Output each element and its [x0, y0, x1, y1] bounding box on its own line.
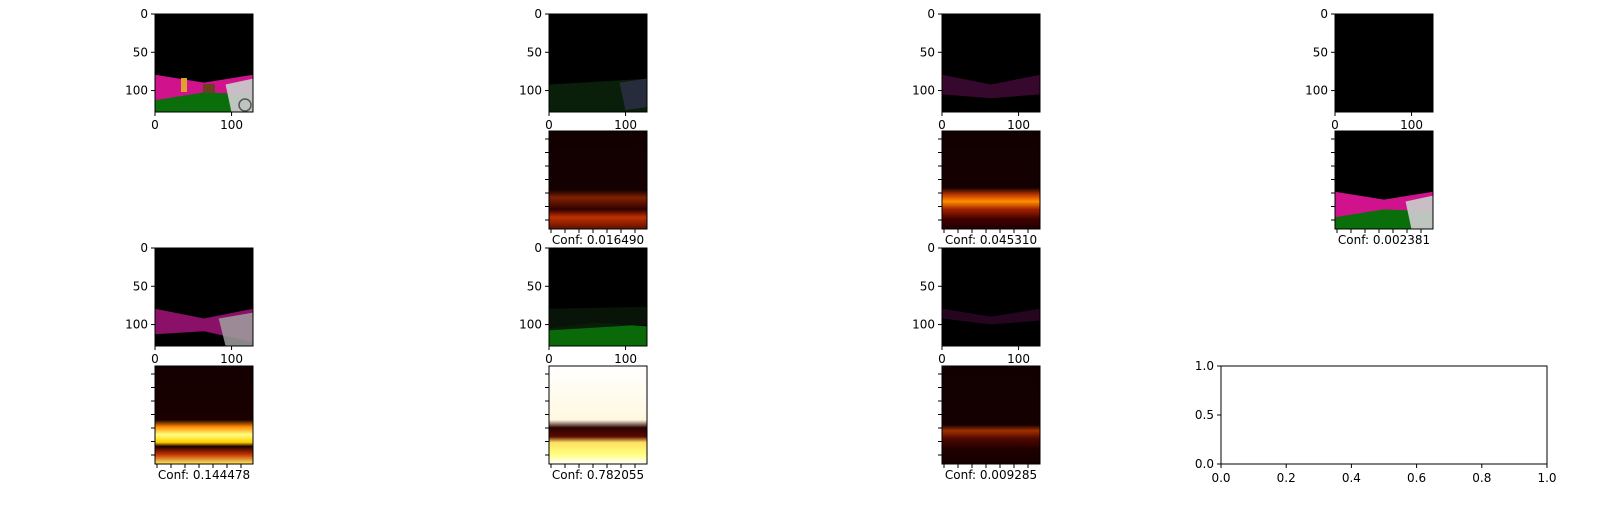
y-tick-label: 100 [125, 318, 148, 332]
empty-axes: 0.0 0.2 0.4 0.6 0.8 1.0 0.0 0.5 1.0 [1195, 359, 1557, 485]
y-tick-label: 50 [527, 45, 542, 59]
panel-r2c2: 0 50 100 0 100 [912, 241, 1040, 366]
confidence-label: Conf: 0.144478 [158, 468, 250, 482]
panel-r0c0: 0 50 100 0 100 [125, 7, 253, 132]
image-background [1335, 14, 1433, 112]
y-tick-label: 0.0 [1195, 457, 1214, 471]
heatmap-image [155, 366, 253, 464]
door-sprite [203, 84, 215, 93]
panel-r3c1: Conf: 0.782055 [545, 366, 647, 482]
x-tick-label: 0.0 [1211, 471, 1230, 485]
y-tick-label: 50 [133, 45, 148, 59]
x-tick-label: 0 [545, 352, 553, 366]
panel-r2c1: 0 50 100 0 100 [519, 241, 647, 366]
axes-frame [1221, 366, 1547, 464]
confidence-label: Conf: 0.016490 [552, 233, 644, 247]
y-tick-label: 50 [1313, 45, 1328, 59]
panel-r3c2: Conf: 0.009285 [938, 366, 1040, 482]
key-sprite [181, 78, 187, 92]
confidence-label: Conf: 0.782055 [552, 468, 644, 482]
x-tick-label: 100 [1007, 352, 1030, 366]
confidence-label: Conf: 0.009285 [945, 468, 1037, 482]
x-tick-label: 0 [151, 118, 159, 132]
x-tick-label: 0 [938, 352, 946, 366]
panel-r0c1: 0 50 100 0 100 [519, 7, 647, 132]
image-background [942, 248, 1040, 346]
y-tick-label: 0 [927, 241, 935, 255]
x-tick-label: 0 [1331, 118, 1339, 132]
x-tick-label: 0.8 [1472, 471, 1491, 485]
x-tick-label: 100 [1007, 118, 1030, 132]
panel-r0c2: 0 50 100 0 100 [912, 7, 1040, 132]
confidence-label: Conf: 0.002381 [1338, 233, 1430, 247]
y-tick-label: 100 [912, 84, 935, 98]
y-tick-label: 1.0 [1195, 359, 1214, 373]
y-tick-label: 0 [1320, 7, 1328, 21]
y-tick-label: 100 [519, 318, 542, 332]
x-tick-label: 100 [614, 352, 637, 366]
panel-r1c1: Conf: 0.016490 [545, 131, 647, 247]
x-tick-label: 0 [545, 118, 553, 132]
x-tick-label: 0.4 [1342, 471, 1361, 485]
y-tick-label: 0 [140, 7, 148, 21]
y-tick-label: 0.5 [1195, 408, 1214, 422]
heatmap-image [942, 131, 1040, 229]
y-tick-label: 50 [133, 279, 148, 293]
panel-r0c3: 0 50 100 0 100 [1305, 7, 1433, 132]
heatmap-image [942, 366, 1040, 464]
y-tick-label: 0 [140, 241, 148, 255]
y-tick-label: 100 [125, 84, 148, 98]
panel-r1c2: Conf: 0.045310 [938, 131, 1040, 247]
y-tick-label: 100 [519, 84, 542, 98]
heatmap-image [549, 131, 647, 229]
y-tick-label: 0 [534, 241, 542, 255]
y-tick-label: 50 [920, 279, 935, 293]
panel-layer: 0 50 100 0 100 0 50 100 0 100 0 50 100 0 100 0 50 100 0 100… [125, 7, 1556, 485]
heatmap-image [549, 366, 647, 464]
y-tick-label: 100 [912, 318, 935, 332]
panel-r2c0: 0 50 100 0 100 [125, 241, 253, 366]
y-tick-label: 50 [527, 279, 542, 293]
x-tick-label: 100 [220, 118, 243, 132]
y-tick-label: 0 [534, 7, 542, 21]
y-tick-label: 100 [1305, 84, 1328, 98]
x-tick-label: 100 [614, 118, 637, 132]
x-tick-label: 0.2 [1277, 471, 1296, 485]
confidence-label: Conf: 0.045310 [945, 233, 1037, 247]
x-tick-label: 0 [938, 118, 946, 132]
panel-r1c3: Conf: 0.002381 [1331, 131, 1433, 247]
y-tick-label: 0 [927, 7, 935, 21]
panel-r3c0: Conf: 0.144478 [151, 366, 253, 482]
x-tick-label: 100 [220, 352, 243, 366]
x-tick-label: 100 [1400, 118, 1423, 132]
x-tick-label: 0.6 [1407, 471, 1426, 485]
x-tick-label: 0 [151, 352, 159, 366]
y-tick-label: 50 [920, 45, 935, 59]
x-tick-label: 1.0 [1537, 471, 1556, 485]
